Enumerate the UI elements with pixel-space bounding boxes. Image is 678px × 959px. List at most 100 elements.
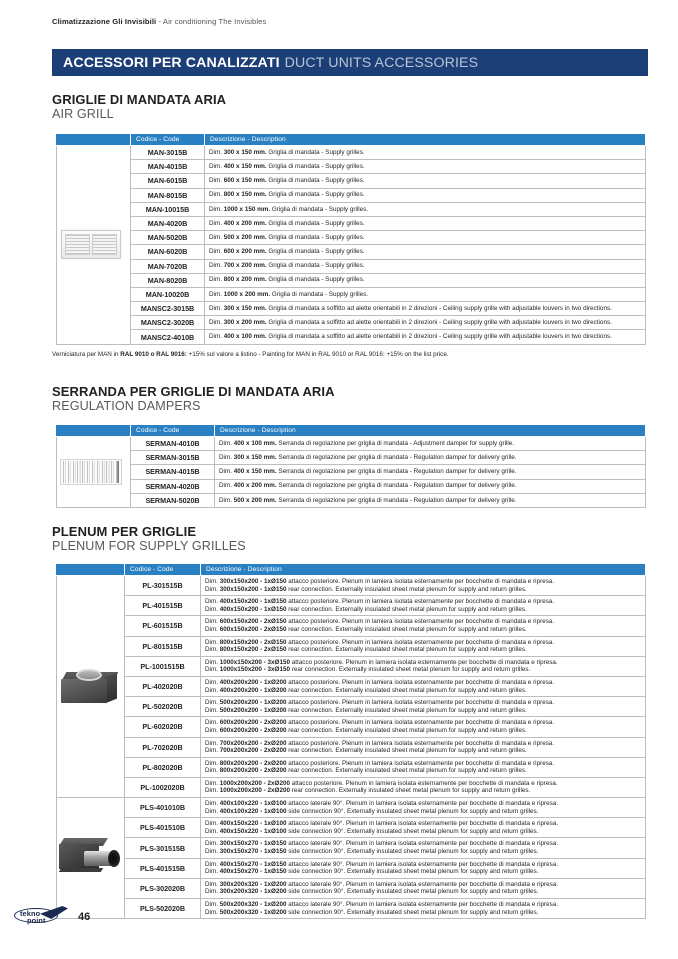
table-row: PLS-502020B Dim. 500x200x320 - 1xØ200 att… bbox=[57, 897, 646, 920]
table-row: MANSC2-3020B Dim. 300 x 200 mm. Griglia d… bbox=[57, 315, 646, 331]
product-description: Dim. 800x200x200 - 2xØ200 attacco poster… bbox=[200, 756, 646, 778]
product-description: Dim. 300 x 150 mm. Griglia di mandata a … bbox=[204, 301, 646, 317]
product-code: MAN-4020B bbox=[130, 215, 205, 232]
page-title-en: DUCT UNITS ACCESSORIES bbox=[284, 54, 479, 71]
product-description: Dim. 1000 x 200 mm. Griglia di mandata -… bbox=[204, 286, 646, 303]
product-code: MAN-7020B bbox=[130, 258, 205, 274]
page-number: 46 bbox=[78, 911, 91, 923]
table-row: MAN-3015B Dim. 300 x 150 mm. Griglia di m… bbox=[56, 144, 646, 345]
teknopoint-logo: tekno point bbox=[14, 906, 70, 928]
product-code: SERMAN-3015B bbox=[130, 450, 215, 466]
table-row: MAN-5020B Dim. 500 x 200 mm. Griglia di m… bbox=[57, 230, 646, 246]
table-row: PL-1002020B Dim. 1000x200x200 - 2xØ200 at… bbox=[57, 776, 646, 799]
product-description: Dim. 800 x 200 mm. Griglia di mandata - … bbox=[204, 272, 646, 288]
table-row: PL-502020B Dim. 500x200x200 - 1xØ200 atta… bbox=[57, 696, 646, 718]
header-image-col bbox=[56, 424, 131, 437]
product-description: Dim. 300x200x320 - 1xØ200 attacco latera… bbox=[200, 877, 646, 900]
table-row: SERMAN-3015B Dim. 300 x 150 mm. Serranda … bbox=[57, 450, 646, 466]
product-description: Dim. 400 x 200 mm. Griglia di mandata - … bbox=[204, 215, 646, 232]
product-code: PLS-302020B bbox=[124, 877, 201, 900]
table-row: SERMAN-5020B Dim. 500 x 200 mm. Serranda … bbox=[57, 492, 646, 508]
table-header-row: Codice - Code Descrizione - Description bbox=[56, 424, 646, 437]
product-description: Dim. 400 x 150 mm. Serranda di regolazio… bbox=[214, 464, 646, 480]
regulation-damper-photo bbox=[57, 458, 125, 485]
product-description: Dim. 300 x 150 mm. Serranda di regolazio… bbox=[214, 450, 646, 466]
plenum-side-illustration bbox=[58, 836, 124, 880]
table-row: PL-801515B Dim. 800x150x200 - 2xØ150 atta… bbox=[57, 635, 646, 657]
product-description: Dim. 500 x 200 mm. Serranda di regolazio… bbox=[214, 492, 646, 508]
product-description: Dim. 600x200x200 - 2xØ200 attacco poster… bbox=[200, 716, 646, 738]
product-description: Dim. 1000 x 150 mm. Griglia di mandata -… bbox=[204, 201, 646, 217]
product-description: Dim. 800x150x200 - 2xØ150 attacco poster… bbox=[200, 635, 646, 657]
product-description: Dim. 400 x 100 mm. Serranda di regolazio… bbox=[214, 435, 646, 452]
table-row: MANSC2-4010B Dim. 400 x 100 mm. Griglia d… bbox=[57, 329, 646, 345]
product-code: SERMAN-5020B bbox=[130, 492, 215, 508]
product-description: Dim. 600 x 150 mm. Griglia di mandata - … bbox=[204, 173, 646, 189]
page-title-band: ACCESSORI PER CANALIZZATI DUCT UNITS ACC… bbox=[52, 49, 648, 76]
plenum-rear-illustration bbox=[59, 667, 123, 707]
product-description: Dim. 400x200x200 - 1xØ200 attacco poster… bbox=[200, 675, 646, 698]
product-code: MAN-3015B bbox=[130, 144, 205, 161]
table-row: PL-301515B Dim. 300x150x200 - 1xØ150 atta… bbox=[56, 574, 646, 799]
product-code: PL-1002020B bbox=[124, 776, 201, 799]
product-description: Dim. 400x150x220 - 1xØ100 attacco latera… bbox=[200, 817, 646, 839]
product-code: PL-802020B bbox=[124, 756, 201, 778]
product-description: Dim. 300 x 150 mm. Griglia di mandata - … bbox=[204, 144, 646, 161]
table-body: MAN-3015B Dim. 300 x 150 mm. Griglia di m… bbox=[56, 144, 646, 345]
product-description: Dim. 500 x 200 mm. Griglia di mandata - … bbox=[204, 230, 646, 246]
table-row: PLS-401510B Dim. 400x150x220 - 1xØ100 att… bbox=[57, 817, 646, 839]
product-description: Dim. 800 x 150 mm. Griglia di mandata - … bbox=[204, 187, 646, 203]
product-code: SERMAN-4015B bbox=[130, 464, 215, 480]
product-description: Dim. 300 x 200 mm. Griglia di mandata a … bbox=[204, 315, 646, 331]
table-row: PL-601515B Dim. 600x150x200 - 2xØ150 atta… bbox=[57, 615, 646, 637]
table-row: PLS-401010B Dim. 400x100x220 - 1xØ100 att… bbox=[56, 797, 646, 920]
table-row: PLS-301515B Dim. 300x150x270 - 1xØ150 att… bbox=[57, 837, 646, 859]
product-image-cell bbox=[56, 574, 125, 799]
product-code: MAN-6020B bbox=[130, 244, 205, 260]
note-painting-man: Verniciatura per MAN in RAL 9010 o RAL 9… bbox=[52, 351, 449, 358]
product-description: Dim. 400 x 200 mm. Serranda di regolazio… bbox=[214, 478, 646, 494]
table-regulation-dampers: Codice - Code Descrizione - Description … bbox=[56, 424, 646, 508]
product-description: Dim. 1000x200x200 - 2xØ200 attacco poste… bbox=[200, 776, 646, 799]
header-description: Descrizione - Description bbox=[214, 424, 646, 437]
product-code: PLS-401010B bbox=[124, 797, 201, 819]
table-row: PLS-401515B Dim. 400x150x270 - 1xØ150 att… bbox=[57, 857, 646, 879]
section-heading-it: PLENUM PER GRIGLIE bbox=[52, 524, 197, 539]
table-plenum: Codice - Code Descrizione - Description … bbox=[56, 563, 646, 920]
section-heading-en: PLENUM FOR SUPPLY GRILLES bbox=[52, 539, 246, 553]
section-heading-it: SERRANDA PER GRIGLIE DI MANDATA ARIA bbox=[52, 384, 335, 399]
product-image-cell bbox=[56, 436, 131, 508]
product-code: PL-602020B bbox=[124, 716, 201, 738]
plenum-side-photo bbox=[57, 836, 125, 880]
product-description: Dim. 500x200x320 - 1xØ200 attacco latera… bbox=[200, 897, 646, 920]
product-code: PL-502020B bbox=[124, 696, 201, 718]
breadcrumb-brand: Climatizzazione Gli Invisibili bbox=[52, 17, 157, 26]
table-row: SERMAN-4010B Dim. 400 x 100 mm. Serranda … bbox=[56, 435, 646, 508]
product-code: PL-401515B bbox=[124, 595, 201, 617]
product-description: Dim. 400x100x220 - 1xØ100 attacco latera… bbox=[200, 797, 646, 819]
header-description: Descrizione - Description bbox=[200, 563, 646, 576]
product-code: SERMAN-4010B bbox=[130, 435, 215, 452]
product-image-cell bbox=[56, 797, 125, 920]
product-description: Dim. 300x150x200 - 1xØ150 attacco poster… bbox=[200, 574, 646, 597]
table-row: PL-402020B Dim. 400x200x200 - 1xØ200 atta… bbox=[57, 675, 646, 698]
breadcrumb: Climatizzazione Gli Invisibili - Air con… bbox=[52, 17, 266, 26]
product-code: MAN-8020B bbox=[130, 272, 205, 288]
table-header-row: Codice - Code Descrizione - Description bbox=[56, 133, 646, 146]
product-description: Dim. 300x150x270 - 1xØ150 attacco latera… bbox=[200, 837, 646, 859]
header-code: Codice - Code bbox=[130, 133, 205, 146]
header-image-col bbox=[56, 133, 131, 146]
table-row: MAN-4015B Dim. 400 x 150 mm. Griglia di m… bbox=[57, 159, 646, 175]
product-description: Dim. 700 x 200 mm. Griglia di mandata - … bbox=[204, 258, 646, 274]
product-code: PL-702020B bbox=[124, 736, 201, 758]
section-heading-it: GRIGLIE DI MANDATA ARIA bbox=[52, 92, 227, 107]
table-row: MAN-10015B Dim. 1000 x 150 mm. Griglia di… bbox=[57, 201, 646, 217]
product-description: Dim. 700x200x200 - 2xØ200 attacco poster… bbox=[200, 736, 646, 758]
plenum-rear-photo bbox=[57, 667, 125, 707]
product-description: Dim. 600 x 200 mm. Griglia di mandata - … bbox=[204, 244, 646, 260]
header-code: Codice - Code bbox=[130, 424, 215, 437]
product-code: PL-801515B bbox=[124, 635, 201, 657]
product-description: Dim. 400x150x200 - 1xØ150 attacco poster… bbox=[200, 595, 646, 617]
table-row: SERMAN-4015B Dim. 400 x 150 mm. Serranda … bbox=[57, 464, 646, 480]
page-footer: tekno point 46 bbox=[14, 906, 90, 928]
